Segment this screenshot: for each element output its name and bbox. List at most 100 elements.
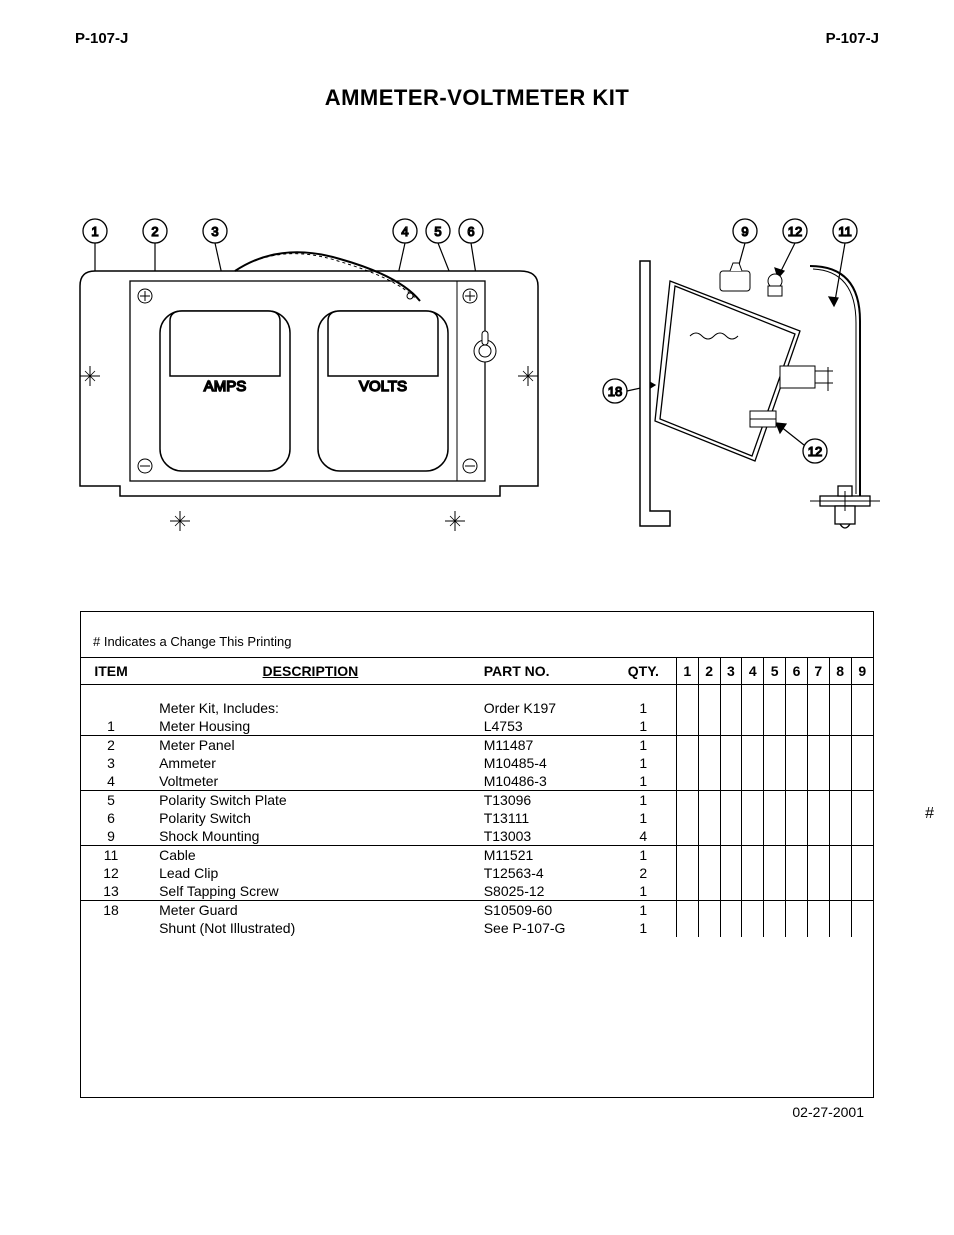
num-cell [698,772,720,791]
num-cell [720,845,742,864]
table-row: 4VoltmeterM10486-31 [81,772,873,791]
cell-item: 6 [81,809,141,827]
num-cell [851,699,873,717]
cell-item: 9 [81,827,141,846]
parts-table-frame: # Indicates a Change This Printing ITEM … [80,611,874,1098]
cell-part: M11487 [480,735,611,754]
cell-desc: Ammeter [141,754,480,772]
num-cell [698,919,720,937]
table-row: 2Meter PanelM114871 [81,735,873,754]
cell-desc: Meter Panel [141,735,480,754]
num-cell [698,827,720,846]
num-cell [829,717,851,736]
num-cell [764,685,786,699]
num-cell [829,919,851,937]
num-cell [676,919,698,937]
num-cell [786,735,808,754]
cell-item: 11 [81,845,141,864]
table-row: 13Self Tapping ScrewS8025-121 [81,882,873,901]
num-cell [829,699,851,717]
cell-part: T13096 [480,790,611,809]
num-cell [742,919,764,937]
svg-text:12: 12 [808,444,822,459]
cell-desc: Meter Housing [141,717,480,736]
cell-qty: 1 [611,717,677,736]
num-cell [764,919,786,937]
num-cell [720,754,742,772]
cell-qty: 4 [611,827,677,846]
col-6: 6 [786,658,808,685]
num-cell [829,685,851,699]
cell-item: 3 [81,754,141,772]
cell-desc: Shock Mounting [141,827,480,846]
num-cell [720,827,742,846]
num-cell [829,790,851,809]
num-cell [698,900,720,919]
num-cell [829,882,851,901]
cell-part: L4753 [480,717,611,736]
num-cell [807,772,829,791]
num-cell [720,900,742,919]
num-cell [742,754,764,772]
num-cell [851,900,873,919]
num-cell [786,772,808,791]
num-cell [742,685,764,699]
num-cell [698,864,720,882]
num-cell [742,699,764,717]
num-cell [720,772,742,791]
cell-item [81,919,141,937]
cell-qty: 1 [611,845,677,864]
num-cell [851,809,873,827]
table-row: 18Meter GuardS10509-601 [81,900,873,919]
header-right: P-107-J [826,30,879,47]
table-row: 3AmmeterM10485-41 [81,754,873,772]
svg-text:1: 1 [91,224,98,239]
cell-item [81,699,141,717]
num-cell [676,754,698,772]
num-cell [829,864,851,882]
num-cell [851,717,873,736]
num-cell [764,827,786,846]
num-cell [851,827,873,846]
cell-part: M11521 [480,845,611,864]
num-cell [786,882,808,901]
num-cell [786,685,808,699]
num-cell [676,900,698,919]
num-cell [786,809,808,827]
num-cell [829,754,851,772]
cell-part: T12563-4 [480,864,611,882]
num-cell [786,864,808,882]
num-cell [807,717,829,736]
num-cell [851,772,873,791]
svg-text:3: 3 [211,224,218,239]
num-cell [829,827,851,846]
cell-desc: Meter Kit, Includes: [141,699,480,717]
col-7: 7 [807,658,829,685]
num-cell [698,845,720,864]
cell-item: 13 [81,882,141,901]
num-cell [676,845,698,864]
num-cell [676,809,698,827]
num-cell [807,882,829,901]
num-cell [851,919,873,937]
col-3: 3 [720,658,742,685]
num-cell [676,685,698,699]
num-cell [786,699,808,717]
num-cell [764,809,786,827]
num-cell [851,754,873,772]
num-cell [807,685,829,699]
cell-item: 12 [81,864,141,882]
num-cell [807,827,829,846]
cell-item: 2 [81,735,141,754]
num-cell [829,735,851,754]
cell-qty: 2 [611,864,677,882]
cell-qty: 1 [611,754,677,772]
table-row: Shunt (Not Illustrated)See P-107-G1 [81,919,873,937]
num-cell [742,845,764,864]
num-cell [786,919,808,937]
col-9: 9 [851,658,873,685]
col-description: DESCRIPTION [141,658,480,685]
num-cell [764,717,786,736]
num-cell [720,809,742,827]
spacer-row [81,685,873,699]
